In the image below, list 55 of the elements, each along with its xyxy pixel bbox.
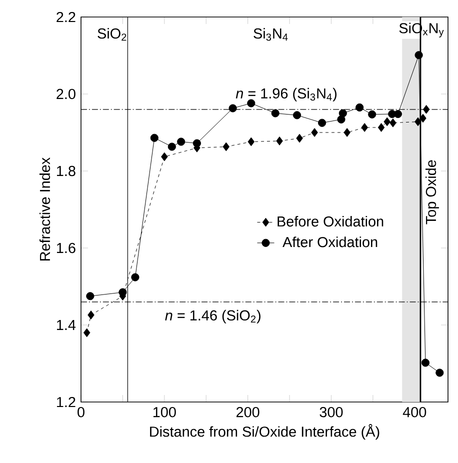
- point: [276, 136, 283, 146]
- point: [422, 104, 430, 114]
- point: [86, 292, 94, 300]
- point: [337, 115, 346, 124]
- point: [414, 51, 423, 60]
- point: [131, 273, 140, 282]
- point: [420, 114, 426, 123]
- y-tick-label: 1.8: [57, 166, 76, 176]
- legend-label: After Oxidation: [282, 236, 378, 248]
- point: [192, 139, 201, 148]
- x-tick-label: 100: [153, 407, 176, 418]
- ref-line-label: n = 1.46 (SiO$_{2}$): [165, 310, 260, 324]
- point: [88, 310, 94, 320]
- x-axis-title: Distance from Si/Oxide Interface (Å): [150, 424, 380, 440]
- point: [421, 358, 430, 367]
- point: [271, 109, 280, 118]
- x-tick-label: 200: [236, 407, 260, 418]
- point: [390, 118, 396, 128]
- point: [368, 110, 376, 118]
- y-axis-title: Refractive Index: [39, 157, 50, 260]
- point: [384, 117, 390, 126]
- point: [222, 142, 230, 152]
- point: [161, 152, 168, 162]
- y-tick-label: 2.2: [56, 12, 76, 22]
- annotation: SiO$_{2}$: [98, 28, 126, 41]
- point: [436, 368, 444, 377]
- point: [338, 109, 347, 118]
- x-tick-label: 0: [78, 407, 84, 418]
- point: [168, 142, 176, 151]
- point: [177, 138, 186, 146]
- point: [378, 123, 385, 132]
- point: [318, 118, 326, 127]
- point: [150, 134, 158, 142]
- ref-line-label: Top Oxide: [425, 160, 439, 224]
- point: [228, 104, 237, 112]
- x-tick-label: 300: [320, 407, 343, 418]
- annotation: Si$_{3}$N$_{4}$: [254, 28, 288, 41]
- point: [118, 288, 127, 296]
- ref-line-label: n = 1.96 (Si$_{3}$N$_{4}$): [236, 88, 337, 102]
- point: [311, 128, 318, 137]
- y-tick-label: 1.6: [57, 242, 76, 254]
- point: [248, 137, 255, 146]
- point: [292, 111, 302, 120]
- point: [344, 128, 350, 137]
- y-tick-label: 2.0: [56, 88, 76, 100]
- point: [296, 134, 303, 143]
- x-tick-label: 400: [402, 407, 426, 418]
- point: [356, 103, 364, 112]
- point: [247, 99, 256, 108]
- y-tick-label: 1.4: [57, 320, 76, 330]
- point: [83, 328, 90, 338]
- y-tick-label: 1.2: [57, 396, 76, 408]
- point: [361, 123, 368, 132]
- legend-label: Before Oxidation: [278, 216, 384, 227]
- point: [414, 117, 422, 126]
